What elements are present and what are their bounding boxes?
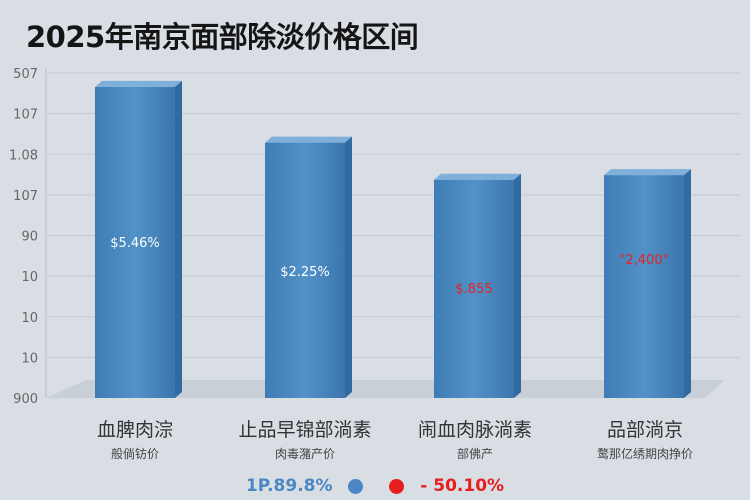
y-tick-label: 507 (13, 67, 38, 82)
category-name: 止品早锦部淌素 (238, 419, 372, 441)
data-label: "2,400" (619, 253, 668, 268)
y-tick-label: 1.08 (9, 148, 38, 163)
chart-floor (46, 380, 725, 398)
category-sublabel: 肉毒潴产价 (274, 447, 335, 461)
bar (604, 175, 684, 398)
y-tick-label: 10 (21, 351, 38, 366)
chart-title: 2025年南京面部除淡价格区间 (26, 20, 419, 54)
category-sublabel: 部佛产 (456, 447, 493, 461)
bar-side (684, 169, 691, 398)
bar (95, 86, 175, 398)
bar-side (175, 80, 182, 398)
bar-top (95, 80, 182, 87)
category-label-1: 血脾肉淙 般倘钫价 (50, 415, 220, 462)
data-label: $2.25% (280, 265, 330, 280)
y-tick-label: 10 (21, 270, 38, 285)
bar (265, 142, 345, 398)
bar (434, 179, 514, 398)
bar-side (514, 173, 521, 398)
bar-side (345, 136, 352, 398)
bar-top (604, 169, 691, 176)
legend-label-2: - 50.10% (420, 476, 505, 496)
bar-top (265, 136, 352, 143)
y-tick-label: 90 (21, 230, 38, 245)
category-name: 闹血肉脉淌素 (417, 419, 532, 441)
y-tick-label: 107 (13, 108, 38, 123)
category-label-3: 闹血肉脉淌素 部佛产 (390, 415, 560, 462)
y-tick-label: 107 (13, 189, 38, 204)
legend-marker-red (389, 478, 405, 494)
category-label-4: 品部淌京 鹜那亿绣期肉挣价 (560, 415, 730, 462)
category-sublabel: 般倘钫价 (110, 447, 159, 461)
bar-top (434, 173, 521, 180)
category-name: 品部淌京 (606, 419, 683, 441)
data-label: $.855 (455, 282, 492, 297)
category-name: 血脾肉淙 (96, 419, 173, 441)
legend-label-1: 1P.89.8% (245, 476, 333, 496)
data-label: $5.46% (110, 236, 160, 251)
legend-marker-blue (348, 478, 364, 494)
category-label-2: 止品早锦部淌素 肉毒潴产价 (220, 415, 390, 462)
legend: 1P.89.8% - 50.10% (0, 476, 750, 496)
category-sublabel: 鹜那亿绣期肉挣价 (596, 447, 693, 461)
y-tick-label: 900 (13, 392, 38, 407)
y-tick-label: 10 (21, 311, 38, 326)
